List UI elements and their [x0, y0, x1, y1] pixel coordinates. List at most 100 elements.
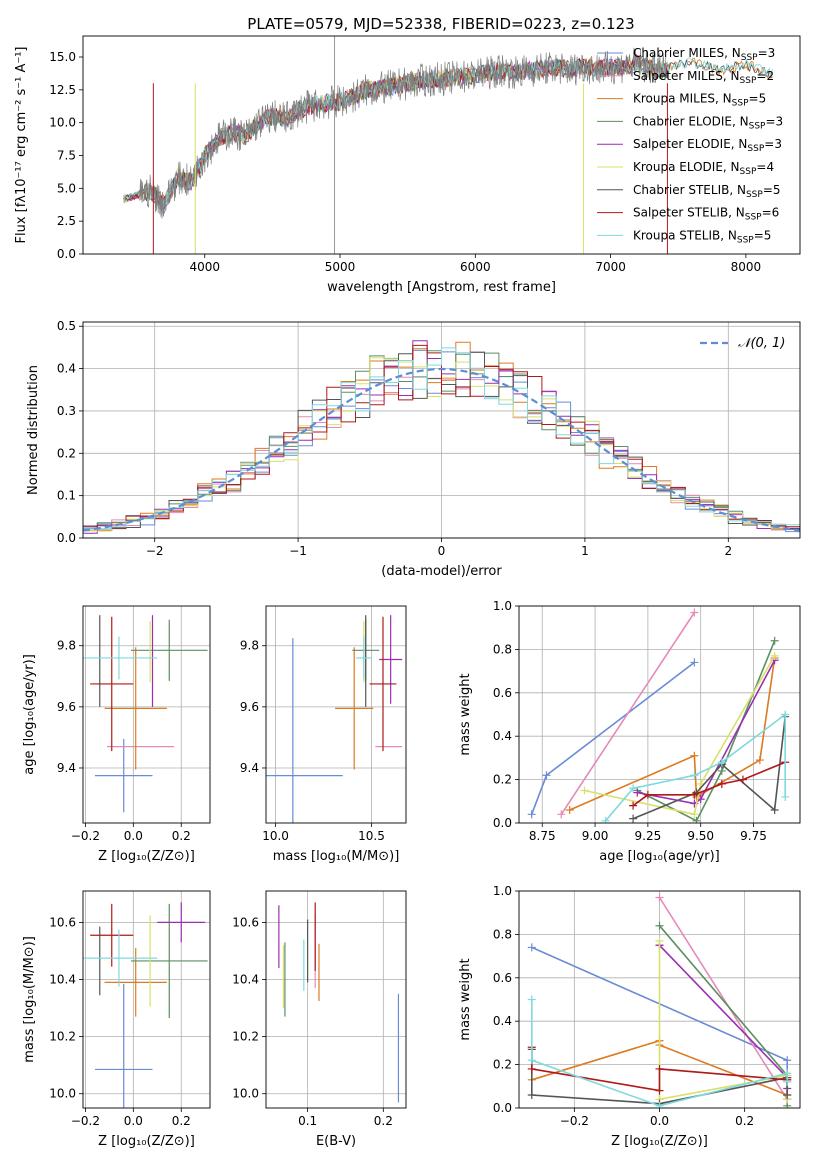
weight-marker — [717, 779, 726, 788]
y-tick-label: 0.3 — [57, 404, 76, 418]
y-tick-label: 9.6 — [57, 700, 76, 714]
weight-line — [604, 712, 787, 822]
plot-area — [123, 36, 773, 254]
y-tick-label: 0.4 — [57, 362, 76, 376]
weight-marker — [690, 790, 699, 799]
weight-marker — [655, 1101, 664, 1108]
weight-marker — [527, 1056, 536, 1065]
x-tick-label: 4000 — [189, 260, 220, 274]
x-tick-label: −2 — [146, 544, 164, 558]
x-tick-label: −0.2 — [71, 829, 100, 843]
y-tick-label: 10.2 — [232, 1030, 259, 1044]
y-tick-label: 10.0 — [49, 1087, 76, 1101]
y-tick-label: 0.2 — [493, 1058, 512, 1072]
plot-area — [83, 902, 208, 1108]
weight-marker — [655, 893, 664, 902]
axes-frame — [82, 605, 211, 824]
x-axis-label: E(B-V) — [316, 1134, 356, 1149]
weight-marker — [755, 756, 764, 765]
x-tick-label: 0.2 — [374, 1114, 393, 1128]
weight-marker — [527, 810, 536, 819]
weight-marker — [542, 771, 551, 780]
legend-label: Chabrier ELODIE, NSSP=3 — [633, 114, 783, 131]
weight-marker — [633, 788, 642, 797]
weight-marker — [717, 758, 726, 767]
weight-marker — [655, 1086, 664, 1095]
plot-area — [266, 615, 403, 823]
x-tick-label: 7000 — [595, 260, 626, 274]
weight-line — [658, 897, 788, 1100]
y-tick-label: 0.8 — [493, 927, 512, 941]
x-axis-label: (data-model)/error — [381, 564, 502, 579]
axes-frame — [265, 890, 407, 1109]
axes-frame — [82, 321, 801, 539]
y-tick-label: 0.0 — [57, 247, 76, 261]
axes-frame — [518, 605, 801, 824]
weight-vs-metallicity-panel: −0.2 0.0 0.2 0.0 0.2 0.4 0.6 0.8 1.0 Z [log₁₀(Z/Z… — [458, 884, 801, 1149]
y-tick-label: 0.8 — [493, 642, 512, 656]
x-tick-label: 0 — [438, 544, 446, 558]
weight-marker — [527, 943, 536, 952]
x-tick-label: 0.0 — [124, 829, 143, 843]
plot-area — [527, 608, 790, 823]
weight-marker — [655, 921, 664, 930]
legend-label: Kroupa MILES, NSSP=5 — [633, 92, 766, 109]
weight-line — [658, 944, 789, 1089]
y-tick-label: 10.4 — [49, 973, 76, 987]
weight-marker — [692, 816, 701, 823]
x-tick-label: 6000 — [460, 260, 491, 274]
weight-marker — [690, 751, 699, 760]
y-tick-label: 0.4 — [493, 729, 512, 743]
weight-marker — [690, 658, 699, 667]
x-tick-label: 0.0 — [124, 1114, 143, 1128]
x-axis-label: age [log₁₀(age/yr)] — [599, 849, 720, 864]
residual-histogram-panel: −2 −1 0 1 2 0.0 0.1 0.2 0.3 0.4 0.5 (data-model)/er… — [26, 319, 801, 579]
weight-marker — [781, 792, 790, 801]
histogram-step — [83, 347, 800, 530]
y-tick-label: 0.0 — [493, 816, 512, 830]
mass-vs-extinction-panel: 0.1 0.2 10.0 10.2 10.4 10.6 E(B-V) — [232, 890, 407, 1149]
y-tick-label: 1.0 — [493, 884, 512, 898]
x-tick-label: 9.75 — [740, 829, 767, 843]
y-tick-label: 9.8 — [57, 639, 76, 653]
weight-marker — [629, 814, 638, 823]
x-tick-label: 9.00 — [582, 829, 609, 843]
plot-area — [83, 615, 208, 813]
y-tick-label: 0.2 — [57, 446, 76, 460]
y-tick-label: 15.0 — [49, 50, 76, 64]
x-tick-label: −0.2 — [560, 1114, 589, 1128]
histogram-step — [83, 344, 800, 530]
weight-marker — [783, 1056, 792, 1065]
weight-marker — [738, 775, 747, 784]
x-tick-label: 5000 — [325, 260, 356, 274]
y-tick-label: 9.4 — [240, 761, 259, 775]
age-vs-mass-panel: 10.0 10.5 9.4 9.6 9.8 mass [log₁₀(M/M⊙)] — [240, 605, 407, 864]
weight-line — [584, 655, 776, 816]
x-tick-label: 9.25 — [635, 829, 662, 843]
weight-marker — [770, 651, 779, 660]
x-tick-label: 8.75 — [529, 829, 556, 843]
weight-marker — [783, 1090, 792, 1099]
y-axis-label: mass weight — [458, 673, 473, 755]
y-tick-label: 5.0 — [57, 181, 76, 195]
y-axis-label: Flux [fλ10⁻¹⁷ erg cm⁻² s⁻¹ A⁻¹] — [14, 47, 29, 244]
x-tick-label: 0.2 — [172, 829, 191, 843]
x-tick-label: −1 — [289, 544, 307, 558]
y-tick-label: 10.0 — [232, 1087, 259, 1101]
legend-label: Salpeter ELODIE, NSSP=3 — [633, 137, 782, 154]
weight-marker — [770, 636, 779, 645]
weight-marker — [781, 710, 790, 719]
x-tick-label: 8000 — [731, 260, 762, 274]
legend-label: Kroupa STELIB, NSSP=5 — [633, 228, 771, 245]
y-tick-label: 2.5 — [57, 214, 76, 228]
age-vs-metallicity-panel: −0.2 0.0 0.2 9.4 9.6 9.8 Z [log₁₀(Z/Z⊙)] age [l… — [22, 605, 211, 864]
weight-marker — [527, 995, 536, 1004]
weight-vs-age-panel: 8.75 9.00 9.25 9.50 9.75 0.0 0.2 0.4 0.6 0.8 1.0 ag… — [458, 599, 801, 864]
legend-label: 𝒩(0, 1) — [738, 336, 785, 351]
legend-label: Salpeter MILES, NSSP=2 — [633, 69, 774, 86]
weight-line — [632, 761, 786, 807]
y-tick-label: 10.6 — [232, 915, 259, 929]
y-tick-label: 12.5 — [49, 83, 76, 97]
weight-marker — [770, 805, 779, 814]
